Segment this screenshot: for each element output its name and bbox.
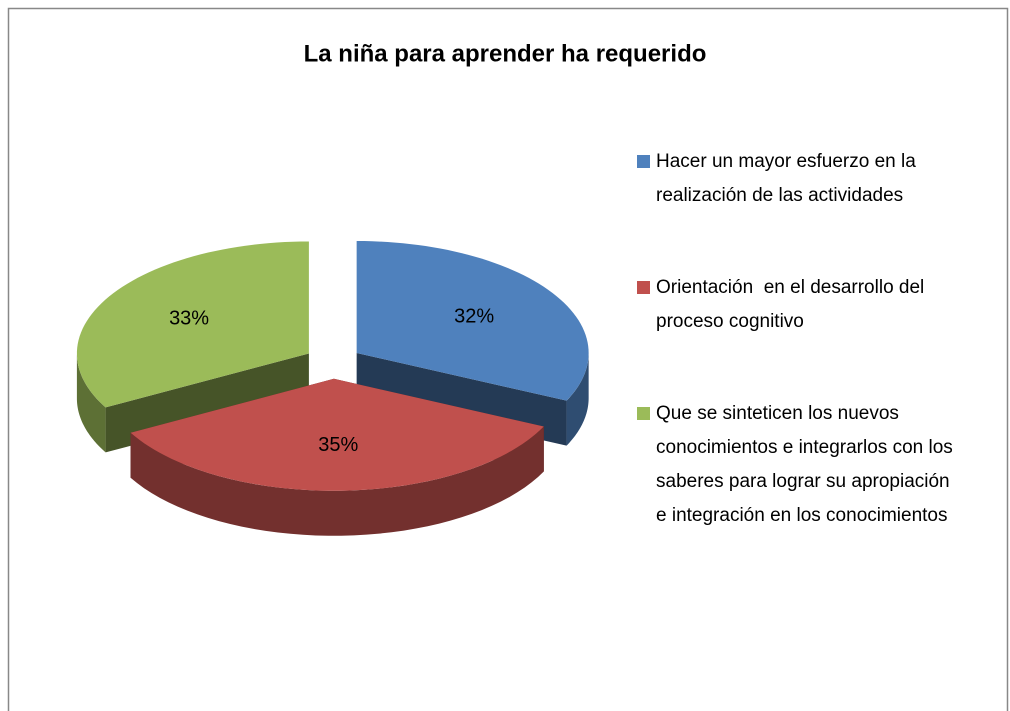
legend-item: Orientación en el desarrollo del proceso… bbox=[637, 271, 957, 339]
slice-top bbox=[356, 240, 589, 401]
data-label: 32% bbox=[454, 305, 494, 327]
legend-label: Hacer un mayor esfuerzo en la realizació… bbox=[656, 151, 922, 206]
legend-label: Orientación en el desarrollo del proceso… bbox=[656, 277, 930, 332]
data-label: 33% bbox=[169, 308, 209, 330]
data-label: 35% bbox=[318, 434, 358, 456]
legend-swatch bbox=[637, 281, 650, 294]
legend: Hacer un mayor esfuerzo en la realizació… bbox=[637, 145, 957, 591]
slice-edge bbox=[130, 426, 544, 536]
legend-item: Hacer un mayor esfuerzo en la realizació… bbox=[637, 145, 957, 213]
legend-swatch bbox=[637, 407, 650, 420]
legend-swatch bbox=[637, 155, 650, 168]
slice-edge bbox=[566, 352, 589, 446]
pie-slice: 35% bbox=[130, 378, 544, 536]
pie-slice: 32% bbox=[356, 240, 589, 446]
slice-top bbox=[130, 378, 544, 491]
legend-label: Que se sinteticen los nuevos conocimient… bbox=[656, 403, 959, 526]
chart-title: La niña para aprender ha requerido bbox=[304, 40, 707, 67]
slice-top bbox=[76, 241, 309, 408]
chart-border bbox=[7, 7, 1009, 711]
legend-item: Que se sinteticen los nuevos conocimient… bbox=[637, 397, 957, 533]
slice-edge bbox=[76, 353, 106, 453]
